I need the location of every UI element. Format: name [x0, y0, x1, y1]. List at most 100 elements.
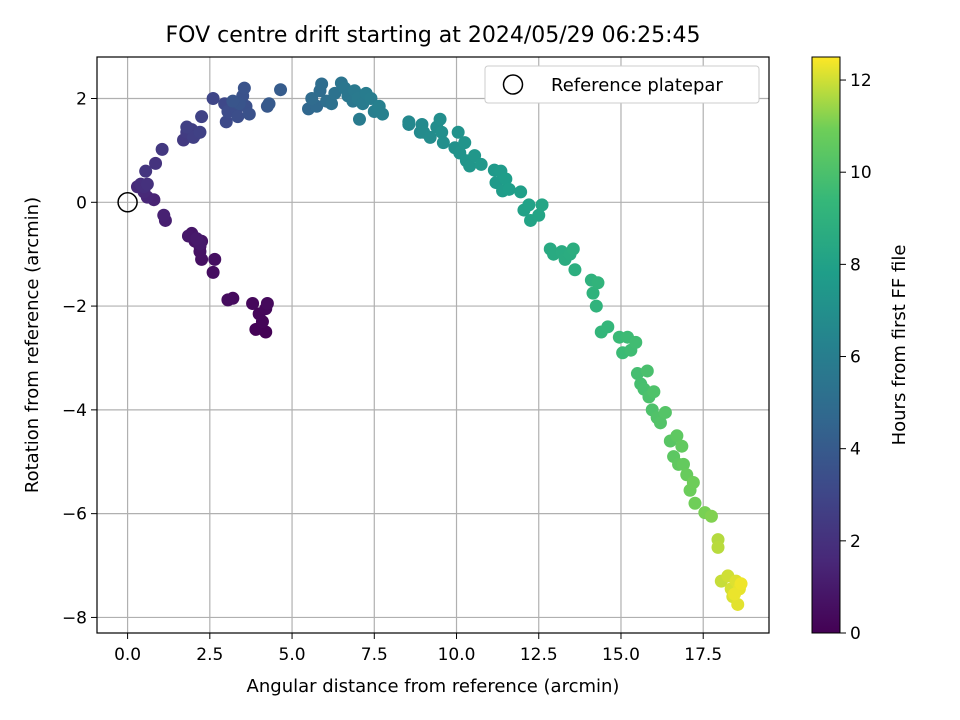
colorbar-tick-label: 6	[850, 348, 861, 368]
data-point	[451, 125, 465, 139]
scatter-points	[130, 76, 748, 611]
chart-title: FOV centre drift starting at 2024/05/29 …	[166, 23, 701, 48]
data-point	[601, 320, 615, 334]
data-point	[591, 276, 605, 290]
data-point	[376, 107, 390, 121]
data-point	[195, 110, 209, 124]
colorbar-tick-label: 12	[850, 71, 872, 91]
data-point	[474, 157, 488, 171]
data-point	[647, 385, 661, 399]
y-tick-label: −4	[62, 401, 87, 421]
colorbar: 0 2 4 6 8 10 12 Hours from first FF file	[811, 56, 910, 644]
data-point	[688, 496, 702, 510]
data-point	[180, 120, 194, 134]
data-point	[328, 86, 342, 100]
y-axis-label: Rotation from reference (arcmin)	[22, 197, 43, 493]
data-point	[675, 439, 689, 453]
data-point	[226, 94, 240, 108]
colorbar-label: Hours from first FF file	[889, 245, 910, 446]
colorbar-tick-label: 8	[850, 255, 861, 275]
data-point	[629, 335, 643, 349]
colorbar-gradient	[811, 56, 841, 634]
data-point	[157, 208, 171, 222]
data-point	[433, 112, 447, 126]
data-point	[237, 81, 251, 95]
data-point	[499, 172, 513, 186]
data-point	[436, 136, 450, 150]
x-tick-label: 7.5	[361, 645, 388, 665]
data-point	[246, 296, 260, 310]
data-point	[193, 125, 207, 139]
reference-platepar-point	[117, 192, 138, 213]
data-point	[305, 92, 319, 106]
data-point	[458, 136, 472, 150]
x-tick-label: 17.5	[684, 645, 722, 665]
data-point	[364, 92, 378, 106]
x-tick-label: 10.0	[438, 645, 476, 665]
data-point	[435, 125, 449, 139]
data-point	[731, 597, 745, 611]
data-point	[535, 198, 549, 212]
x-axis-ticks: 0.0 2.5 5.0 7.5 10.0 12.5 15.0 17.5	[114, 633, 722, 665]
x-tick-label: 12.5	[520, 645, 558, 665]
data-point	[676, 457, 690, 471]
data-point	[502, 182, 516, 196]
data-point	[586, 286, 600, 300]
data-point	[274, 83, 288, 97]
x-tick-label: 0.0	[114, 645, 141, 665]
colorbar-tick-label: 2	[850, 532, 861, 552]
colorbar-tick-label: 0	[850, 624, 861, 644]
data-point	[734, 577, 748, 591]
data-point	[219, 115, 233, 129]
data-point	[532, 208, 546, 222]
data-point	[670, 429, 684, 443]
data-point	[260, 296, 274, 310]
data-point	[640, 364, 654, 378]
data-point	[221, 293, 235, 307]
data-point	[352, 112, 366, 126]
data-point	[463, 159, 477, 173]
data-point	[190, 232, 204, 246]
legend-entry-label: Reference platepar	[551, 75, 723, 96]
x-tick-label: 15.0	[602, 645, 640, 665]
data-point	[208, 252, 222, 266]
data-point	[140, 177, 154, 191]
data-point	[206, 265, 220, 279]
data-point	[522, 198, 536, 212]
data-point	[704, 509, 718, 523]
colorbar-tick-label: 4	[850, 440, 861, 460]
legend-open-circle-icon	[502, 74, 524, 95]
legend: Reference platepar	[484, 65, 760, 104]
colorbar-ticks: 0 2 4 6 8 10 12	[840, 71, 872, 644]
data-point	[653, 416, 667, 430]
data-point	[402, 115, 416, 129]
data-point	[231, 110, 245, 124]
data-point	[630, 367, 644, 381]
data-point	[139, 164, 153, 178]
colorbar-tick-label: 10	[850, 163, 872, 183]
x-tick-label: 5.0	[279, 645, 306, 665]
data-point	[259, 325, 273, 339]
data-point	[155, 142, 169, 156]
y-axis-ticks: 2 0 −2 −4 −6 −8	[62, 90, 97, 628]
y-tick-label: −2	[62, 297, 87, 317]
data-point	[589, 299, 603, 313]
data-point	[727, 587, 741, 601]
data-point	[242, 107, 256, 121]
y-tick-label: 2	[76, 90, 87, 110]
y-tick-label: 0	[76, 193, 87, 213]
data-point	[514, 185, 528, 199]
plot-frame	[96, 56, 770, 634]
data-point	[325, 97, 339, 111]
data-point	[206, 92, 220, 106]
data-point	[568, 263, 582, 277]
data-point	[566, 242, 580, 256]
data-point	[262, 97, 276, 111]
data-point	[149, 156, 163, 170]
data-point	[658, 405, 672, 419]
legend-box	[484, 65, 760, 104]
data-point	[315, 77, 329, 91]
data-point	[423, 130, 437, 144]
data-point	[686, 476, 700, 490]
